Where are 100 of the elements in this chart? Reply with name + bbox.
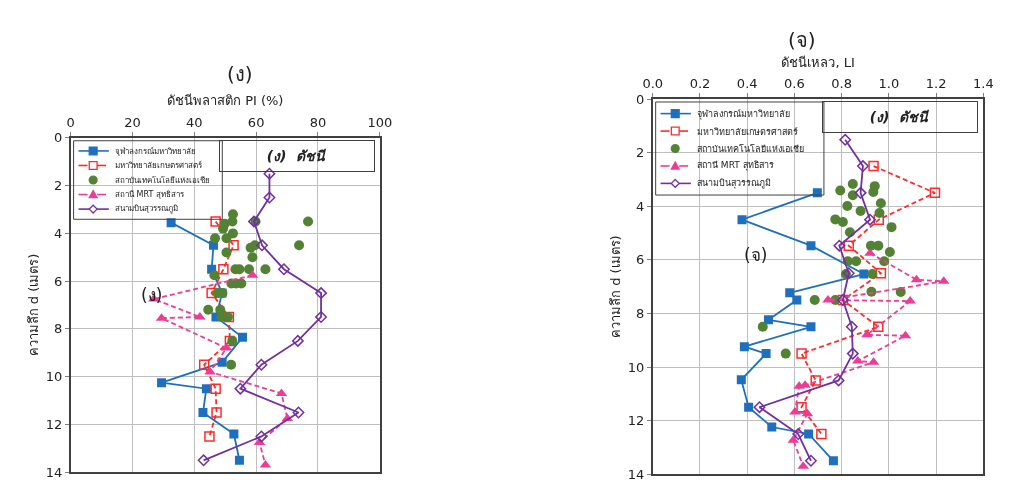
x-tick-label: 20: [124, 114, 141, 130]
point: [856, 160, 869, 173]
annotation: (ง) ดัชนี: [869, 109, 931, 125]
point: [204, 431, 215, 442]
point: [211, 407, 222, 418]
point: [197, 454, 210, 467]
legend-label: จุฬาลงกรณ์มหาวิทยาลัย: [115, 146, 196, 156]
point: [255, 358, 268, 371]
chart-title: (ง): [227, 62, 253, 86]
point: [873, 240, 884, 251]
point: [828, 456, 838, 466]
point: [234, 455, 244, 465]
legend-label: จุฬาลงกรณ์มหาวิทยาลัย: [697, 108, 790, 120]
point: [198, 359, 210, 371]
point: [833, 239, 846, 252]
legend-label: มหาวิทยาลัยเกษตรศาสตร์: [697, 126, 798, 137]
point: [868, 160, 879, 172]
legend-label: สถาบันเทคโนโลยีแห่งเอเชีย: [697, 144, 804, 154]
y-axis-title: ความลึก d (เมตร): [26, 253, 42, 357]
point: [244, 264, 255, 275]
point: [875, 267, 887, 279]
point: [842, 267, 855, 280]
y-tick-label: 4: [636, 198, 645, 214]
point: [761, 349, 771, 359]
point: [837, 217, 848, 228]
point: [864, 213, 876, 226]
point: [315, 287, 327, 300]
y-tick-label: 6: [54, 273, 63, 289]
legend-label: สถาบันเทคโนโลยีแห่งเอเชีย: [115, 175, 210, 185]
point: [291, 334, 304, 347]
y-tick-label: 0: [54, 130, 63, 146]
y-axis-title: ความลึก d (เมตร): [608, 235, 624, 338]
x-tick-label: 0.4: [736, 76, 758, 92]
legend-label: สถานี MRT สุทธิสาร: [697, 160, 774, 171]
point: [292, 406, 305, 419]
point: [234, 382, 247, 395]
point: [256, 239, 268, 252]
point: [816, 428, 827, 440]
point: [221, 233, 232, 244]
point: [255, 430, 268, 443]
point: [753, 401, 766, 414]
x-tick-label: 80: [309, 114, 327, 130]
point: [785, 288, 795, 298]
x-tick-label: 0.2: [689, 76, 711, 92]
point: [209, 270, 220, 281]
annotation: (จ): [744, 245, 768, 265]
point: [303, 216, 314, 227]
point: [859, 269, 869, 279]
point: [198, 408, 208, 418]
point: [210, 216, 221, 227]
point: [278, 263, 290, 276]
point: [780, 348, 791, 359]
point: [809, 295, 820, 306]
point: [263, 167, 276, 180]
point: [847, 179, 858, 190]
point: [845, 320, 858, 333]
point: [884, 247, 895, 258]
point: [842, 200, 853, 211]
point: [867, 269, 878, 280]
point: [886, 222, 897, 233]
point: [315, 311, 327, 323]
x-tick-label: 40: [186, 114, 203, 130]
y-tick-label: 8: [636, 305, 645, 321]
x-tick-label: 60: [247, 114, 265, 130]
point: [810, 375, 821, 386]
x-tick-label: 1.2: [925, 76, 947, 92]
point: [805, 454, 817, 467]
point: [843, 240, 855, 251]
annotation: (ง): [141, 285, 163, 305]
legend-label: สถานี MRT สุทธิสาร: [115, 190, 185, 199]
point: [228, 240, 239, 251]
y-tick-label: 8: [54, 321, 63, 337]
legend-label: สนามบินสุวรรณภูมิ: [697, 178, 771, 189]
point: [835, 185, 846, 196]
y-tick-label: 4: [54, 225, 63, 241]
point: [263, 191, 276, 204]
point: [796, 348, 807, 359]
point: [238, 332, 248, 342]
point: [895, 286, 906, 297]
x-axis-title: ดัชนีเหลว, LI: [781, 54, 855, 70]
point: [861, 329, 873, 338]
point: [806, 241, 816, 251]
y-tick-label: 2: [54, 178, 63, 194]
y-tick-label: 14: [45, 464, 63, 480]
x-tick-label: 0.0: [642, 76, 664, 92]
point: [868, 187, 879, 198]
point: [806, 322, 816, 332]
point: [792, 428, 805, 440]
point: [839, 133, 852, 146]
annotation: (ง) ดัชนี: [266, 148, 328, 164]
point: [294, 240, 305, 251]
x-tick-label: 1.4: [973, 76, 994, 92]
point: [737, 215, 747, 225]
point: [247, 252, 258, 263]
point: [227, 228, 238, 239]
legend-label: สนามบินสุวรรณภูมิ: [115, 204, 178, 214]
y-tick-label: 10: [627, 359, 645, 375]
point: [210, 383, 221, 394]
point: [206, 287, 217, 299]
y-tick-label: 12: [627, 413, 645, 429]
